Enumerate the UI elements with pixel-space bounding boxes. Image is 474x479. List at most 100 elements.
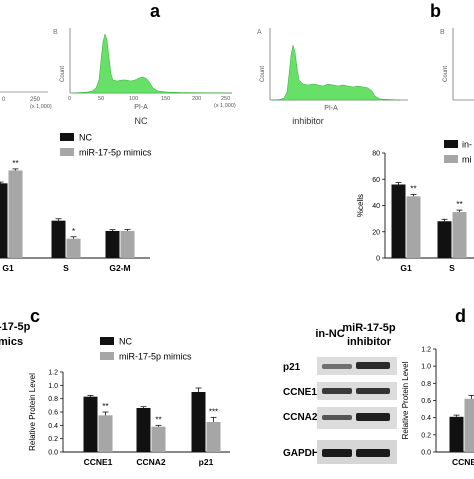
- significance-marker: ***: [209, 407, 218, 416]
- wb-row-label-ccne1: CCNE1: [283, 387, 317, 398]
- flow-nc-caption: NC: [135, 116, 148, 126]
- legend-inhibitor-swatch-2: [444, 155, 458, 163]
- x-tick-label: S: [449, 263, 455, 273]
- y-tick-label: 1.2: [421, 347, 431, 354]
- wb-col-label-2a: miR-17-5p: [342, 322, 395, 334]
- flow-nc-tick-0: 0: [68, 96, 71, 102]
- bar-mi-s: [453, 212, 467, 258]
- significance-marker: **: [12, 159, 18, 168]
- flow-inh-histogram: [272, 45, 400, 100]
- legend-mimics-label-mimics: miR-17-5p mimics: [79, 148, 152, 158]
- wb-row-label-p21: p21: [283, 362, 301, 373]
- y-tick-label: 0.2: [421, 432, 431, 439]
- x-tick-label: p21: [199, 457, 214, 467]
- x-tick-label: S: [63, 263, 69, 273]
- x-tick-label: G1: [400, 263, 412, 273]
- y-tick-label: 0.4: [48, 423, 58, 430]
- significance-marker: *: [72, 227, 75, 236]
- y-tick-label: 0.4: [421, 415, 431, 422]
- x-tick-label: CCNE: [452, 457, 474, 467]
- wb-col-label-1: in-NC: [315, 328, 344, 340]
- y-tick-label: 40: [372, 203, 380, 210]
- y-tick-label: 1.0: [48, 383, 58, 390]
- flow-partial-left-tick-0: 0: [2, 97, 6, 103]
- flow-inh-corner: A: [257, 29, 262, 36]
- western-blot: in-NC miR-17-5p inhibitor p21 CCNE1 CCNA…: [283, 322, 397, 464]
- flow-partial-right-ylabel: Count: [443, 66, 449, 82]
- wb-row-label-gapdh: GAPDH: [283, 448, 319, 459]
- y-tick-label: 0.8: [48, 396, 58, 403]
- flow-nc-ylabel: Count: [60, 66, 66, 82]
- flow-nc-corner: B: [53, 29, 58, 36]
- y-tick-label: 1.0: [421, 364, 431, 371]
- bar-in--ccne: [450, 417, 464, 452]
- x-tick-label: G2-M: [109, 263, 130, 273]
- chart-cell-cycle-mimics: ** G1 * S G2-M: [0, 159, 150, 273]
- bar-mi-ccne: [465, 399, 474, 452]
- y-tick-label: 0.6: [421, 398, 431, 405]
- flow-inh-xlabel: PI-A: [324, 105, 338, 112]
- y-tick-label: 60: [372, 177, 380, 184]
- y-tick-label: 20: [372, 229, 380, 236]
- x-tick-label: G1: [2, 263, 14, 273]
- legend-inhibitor-label-1: in-: [462, 140, 472, 150]
- y-tick-label: 0.6: [48, 410, 58, 417]
- wb-row-label-ccna2: CCNA2: [283, 412, 318, 423]
- bar-mir-17-5p-mimics-ccne1: [99, 415, 113, 452]
- legend-mimics-label-nc: NC: [79, 133, 92, 143]
- y-axis-title: %cells: [356, 194, 365, 217]
- flow-nc-tick-100: 100: [129, 96, 138, 102]
- flow-nc-tick-200: 200: [192, 96, 201, 102]
- legend-c: NC miR-17-5p mimics: [100, 337, 192, 362]
- flow-partial-left-scale: (x 1,000): [30, 104, 52, 110]
- flow-nc-histogram: [72, 34, 232, 93]
- bar-mir-17-5p-mimics-ccna2: [152, 427, 166, 452]
- panel-label-a: a: [150, 1, 161, 21]
- bar-nc-g1: [0, 183, 8, 258]
- flow-histogram-nc: B Count 0 50 100 150 200 250 (x 1,000) P…: [53, 28, 236, 126]
- wb-band-p21-1: [322, 364, 352, 369]
- x-tick-label: CCNE1: [84, 457, 113, 467]
- flow-histogram-inhibitor: A Count PI-A inhibitor: [257, 28, 408, 126]
- wb-band-ccna2-1: [322, 415, 352, 420]
- flow-nc-ticks: 0 50 100 150 200 250: [68, 96, 230, 102]
- legend-inhibitor: in- mi: [444, 140, 472, 165]
- panel-label-b: b: [430, 1, 441, 21]
- significance-marker: **: [456, 200, 462, 209]
- x-tick-label: CCNA2: [136, 457, 166, 467]
- y-axis-title: Relative Protein Level: [401, 361, 410, 439]
- bar-mir-17-5p-mimics-p21: [207, 422, 221, 452]
- legend-c-swatch-nc: [100, 337, 114, 345]
- wb-band-p21-2: [356, 362, 390, 369]
- bar-mir-17-5p-mimics-s: [67, 239, 81, 258]
- legend-inhibitor-swatch-1: [444, 140, 458, 148]
- flow-nc-tick-250: 250: [221, 96, 230, 102]
- bar-nc-ccna2: [137, 408, 151, 452]
- wb-band-ccne1-1: [322, 388, 352, 394]
- partial-left-text-2: mics: [0, 336, 23, 348]
- significance-marker: **: [102, 402, 108, 411]
- flow-nc-scale: (x 1,000): [214, 103, 236, 109]
- wb-band-ccna2-2: [356, 413, 390, 421]
- bar-mir-17-5p-mimics-g2-m: [121, 231, 135, 258]
- legend-inhibitor-label-2: mi: [462, 155, 472, 165]
- flow-nc-tick-50: 50: [98, 96, 104, 102]
- y-axis-title: Relative Protein Level: [28, 373, 37, 451]
- wb-col-label-2b: inhibitor: [347, 336, 392, 348]
- legend-c-label-nc: NC: [119, 337, 132, 347]
- partial-left-text-1: -17-5p: [0, 321, 31, 333]
- chart-protein-mimics: 0.0 0.2 0.4 0.6 0.8 1.0 1.2 Relative Protein Le…: [28, 370, 230, 468]
- bar-nc-p21: [192, 392, 206, 452]
- bar-in--g1: [392, 185, 406, 259]
- flow-nc-xlabel: PI-A: [134, 104, 148, 111]
- legend-c-swatch-mimics: [100, 352, 114, 360]
- bar-nc-s: [52, 221, 66, 258]
- y-tick-label: 0.2: [48, 436, 58, 443]
- y-tick-label: 1.2: [48, 370, 58, 377]
- y-tick-label: 80: [372, 151, 380, 158]
- significance-marker: **: [155, 415, 161, 424]
- y-tick-label: 0.0: [48, 450, 58, 457]
- flow-partial-left: 0 250 (x 1,000): [0, 92, 52, 110]
